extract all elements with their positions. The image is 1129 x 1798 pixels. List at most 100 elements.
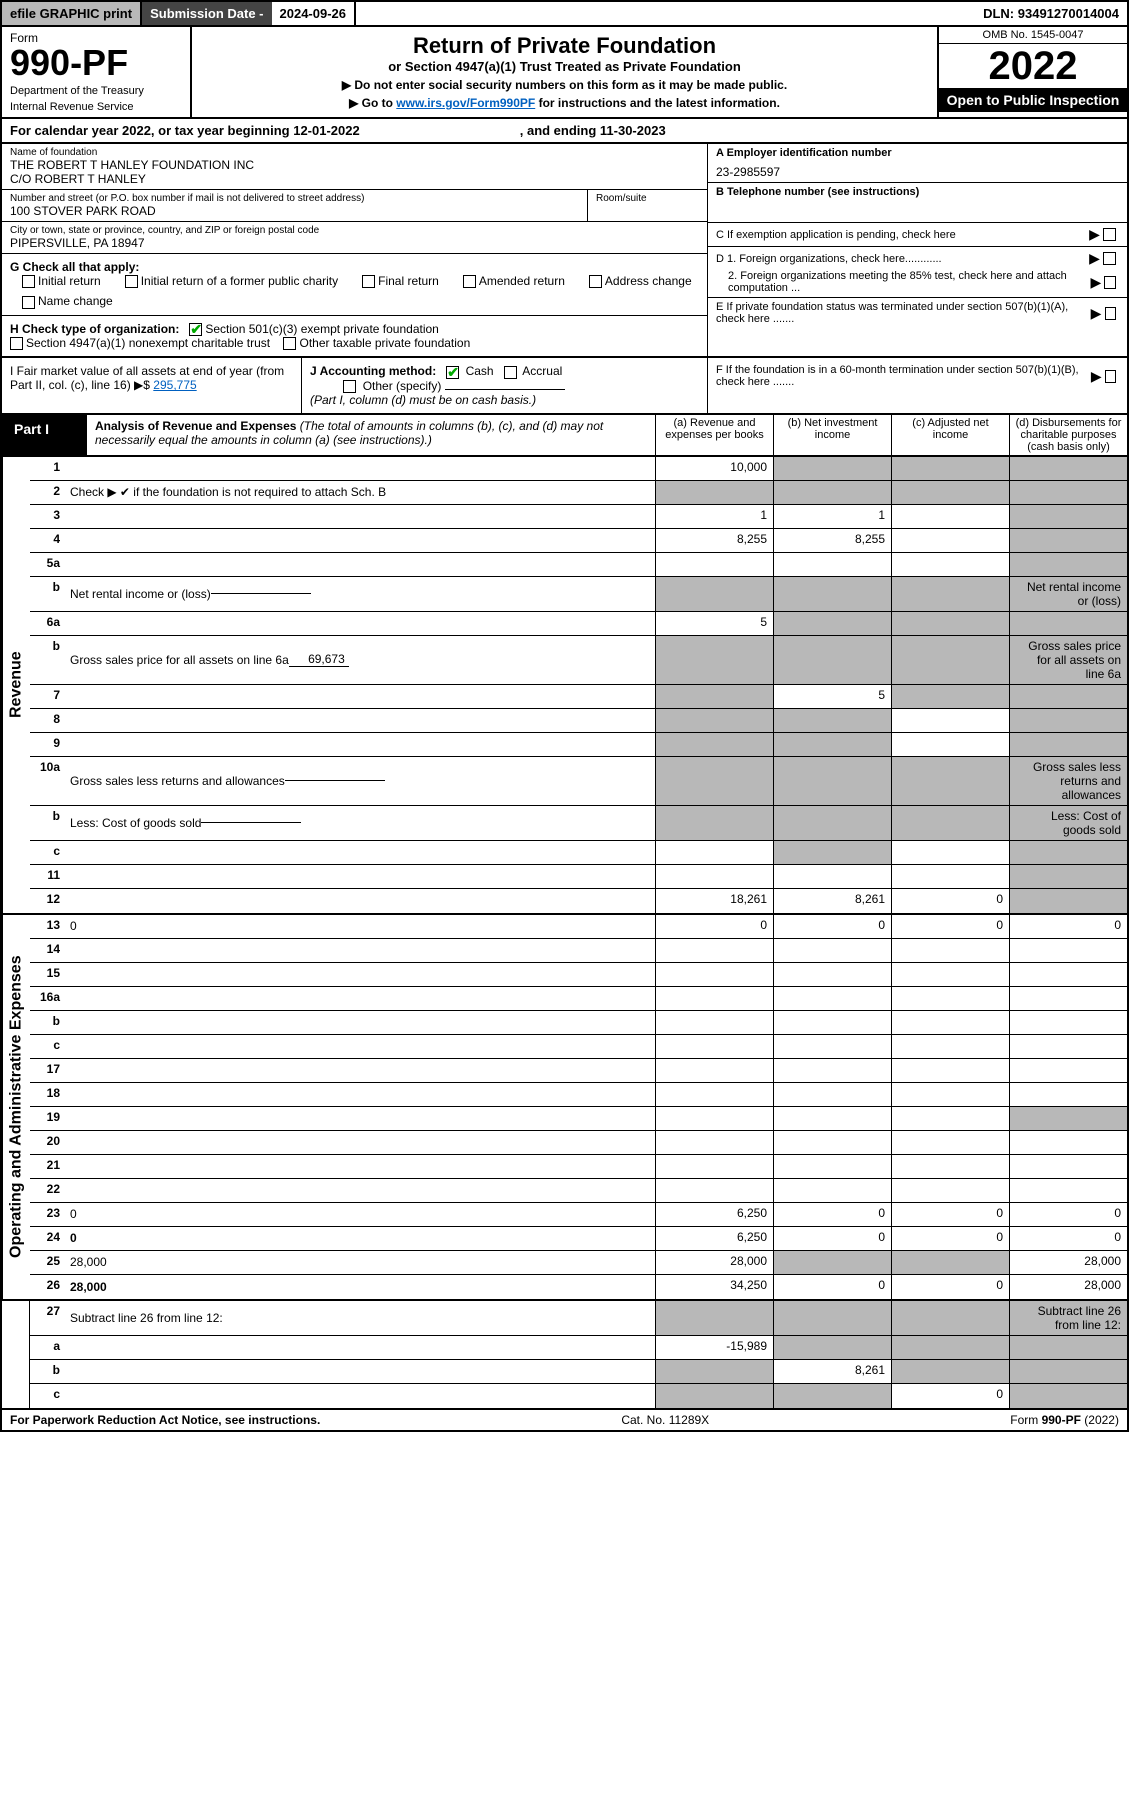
row-number: c — [30, 1035, 66, 1058]
cell-b: 8,261 — [773, 889, 891, 913]
row-number: 16a — [30, 987, 66, 1010]
cell-d: Gross sales price for all assets on line… — [1009, 636, 1127, 684]
checkbox-icon[interactable] — [362, 275, 375, 288]
inline-input[interactable] — [285, 780, 385, 781]
cell-a: 5 — [655, 612, 773, 635]
e-label: E If private foundation status was termi… — [716, 301, 1091, 325]
row-desc — [66, 889, 655, 913]
table-row: c — [30, 841, 1127, 865]
checkbox-icon[interactable] — [10, 337, 23, 350]
g-opt-amended: Amended return — [463, 274, 565, 288]
cell-a: -15,989 — [655, 1336, 773, 1359]
j-label: J Accounting method: — [310, 364, 436, 378]
checkbox-icon[interactable] — [1104, 276, 1116, 289]
j-cash: Cash — [466, 364, 494, 378]
table-row: b — [30, 1011, 1127, 1035]
row-number: 1 — [30, 457, 66, 480]
cell-b — [773, 709, 891, 732]
tax-year: 2022 — [939, 44, 1127, 88]
row-desc: Less: Cost of goods sold — [66, 806, 655, 840]
row-number: 15 — [30, 963, 66, 986]
cell-c — [891, 1011, 1009, 1034]
cell-d — [1009, 1155, 1127, 1178]
info-left: Name of foundation THE ROBERT T HANLEY F… — [2, 144, 707, 356]
checkbox-icon[interactable] — [1103, 228, 1116, 241]
cell-a — [655, 577, 773, 611]
cell-a — [655, 806, 773, 840]
checkbox-icon[interactable] — [189, 323, 202, 336]
cell-d — [1009, 529, 1127, 552]
cell-a — [655, 553, 773, 576]
irs-link[interactable]: www.irs.gov/Form990PF — [396, 96, 535, 110]
cell-b — [773, 987, 891, 1010]
row-desc — [66, 529, 655, 552]
checkbox-icon[interactable] — [22, 275, 35, 288]
fmv-value[interactable]: 295,775 — [153, 378, 196, 392]
h-row: H Check type of organization: Section 50… — [2, 316, 707, 357]
cell-b — [773, 963, 891, 986]
checkbox-icon[interactable] — [589, 275, 602, 288]
checkbox-icon[interactable] — [283, 337, 296, 350]
d2-label: 2. Foreign organizations meeting the 85%… — [716, 270, 1091, 294]
cell-a: 10,000 — [655, 457, 773, 480]
cell-b — [773, 1384, 891, 1408]
cell-a: 18,261 — [655, 889, 773, 913]
g-label: G Check all that apply: — [10, 260, 139, 274]
table-row: 1 10,000 — [30, 457, 1127, 481]
cell-c — [891, 1155, 1009, 1178]
cell-a — [655, 963, 773, 986]
cell-a — [655, 1360, 773, 1383]
cell-a: 34,250 — [655, 1275, 773, 1299]
col-b-header: (b) Net investment income — [773, 415, 891, 455]
checkbox-icon[interactable] — [343, 380, 356, 393]
cell-b — [773, 636, 891, 684]
inline-value: 69,673 — [289, 652, 349, 667]
cell-b: 8,255 — [773, 529, 891, 552]
checkbox-icon[interactable] — [1105, 370, 1116, 383]
table-row: 2Check ▶ ✔ if the foundation is not requ… — [30, 481, 1127, 505]
table-row: 19 — [30, 1107, 1127, 1131]
e-row: E If private foundation status was termi… — [708, 298, 1127, 328]
row-desc: 0 — [66, 915, 655, 938]
cell-c — [891, 1336, 1009, 1359]
checkbox-icon[interactable] — [1105, 307, 1117, 320]
cell-a — [655, 636, 773, 684]
row-number: 6a — [30, 612, 66, 635]
cell-d — [1009, 963, 1127, 986]
cell-c: 0 — [891, 1203, 1009, 1226]
row-desc: Subtract line 26 from line 12: — [66, 1301, 655, 1335]
table-row: 2306,250000 — [30, 1203, 1127, 1227]
cell-d — [1009, 1011, 1127, 1034]
cell-d — [1009, 1384, 1127, 1408]
checkbox-icon[interactable] — [125, 275, 138, 288]
inline-input[interactable] — [211, 593, 311, 594]
j-other: Other (specify) — [363, 379, 442, 393]
cell-a — [655, 1155, 773, 1178]
row-number: c — [30, 841, 66, 864]
table-row: bNet rental income or (loss) Net rental … — [30, 577, 1127, 612]
cell-c — [891, 529, 1009, 552]
cell-d: 0 — [1009, 915, 1127, 938]
topbar: efile GRAPHIC print Submission Date - 20… — [0, 0, 1129, 27]
cell-a — [655, 1083, 773, 1106]
row-desc: 0 — [66, 1203, 655, 1226]
checkbox-icon[interactable] — [463, 275, 476, 288]
form-subtitle: or Section 4947(a)(1) Trust Treated as P… — [198, 59, 931, 74]
cell-a — [655, 1179, 773, 1202]
j-other-input[interactable] — [445, 389, 565, 390]
row-number: 20 — [30, 1131, 66, 1154]
form-title: Return of Private Foundation — [198, 33, 931, 59]
table-row: 20 — [30, 1131, 1127, 1155]
row-number: 14 — [30, 939, 66, 962]
row-number: b — [30, 577, 66, 611]
cell-c — [891, 939, 1009, 962]
inline-input[interactable] — [201, 822, 301, 823]
checkbox-icon[interactable] — [1103, 252, 1116, 265]
calendar-year-row: For calendar year 2022, or tax year begi… — [0, 119, 1129, 144]
checkbox-icon[interactable] — [446, 366, 459, 379]
cell-c — [891, 1083, 1009, 1106]
row-desc — [66, 457, 655, 480]
checkbox-icon[interactable] — [22, 296, 35, 309]
checkbox-icon[interactable] — [504, 366, 517, 379]
revenue-rows: 1 10,0002Check ▶ ✔ if the foundation is n… — [30, 457, 1127, 913]
